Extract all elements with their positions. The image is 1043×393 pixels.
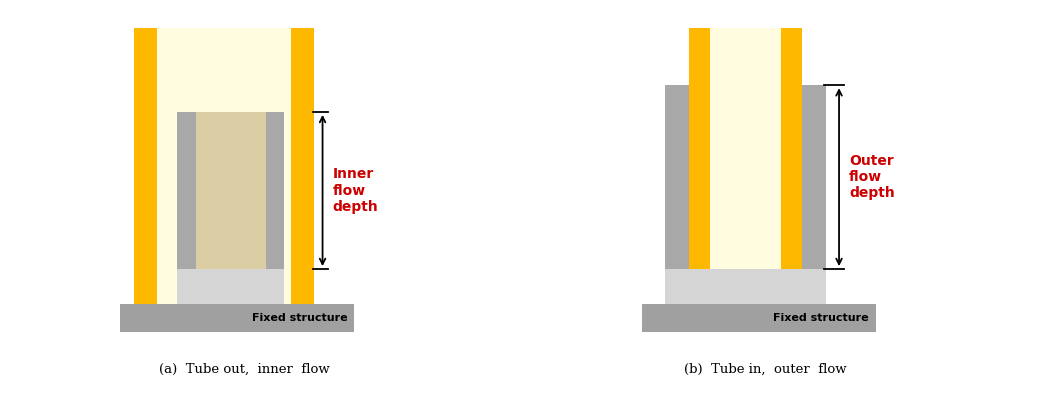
Text: Fixed structure: Fixed structure — [252, 314, 347, 323]
Bar — [134, 29, 157, 304]
Text: (b)  Tube in,  outer  flow: (b) Tube in, outer flow — [684, 362, 847, 376]
Bar — [688, 29, 710, 269]
Bar — [177, 112, 196, 304]
Bar — [177, 269, 284, 304]
Bar — [665, 269, 826, 304]
Bar — [802, 85, 826, 304]
Bar — [120, 304, 355, 332]
Text: (a)  Tube out,  inner  flow: (a) Tube out, inner flow — [159, 362, 330, 376]
Bar — [157, 29, 291, 304]
Bar — [291, 29, 314, 304]
Text: Fixed structure: Fixed structure — [774, 314, 869, 323]
Bar — [641, 304, 876, 332]
Bar — [196, 112, 266, 269]
Bar — [665, 85, 688, 304]
Bar — [688, 85, 802, 269]
Text: Outer
flow
depth: Outer flow depth — [849, 154, 895, 200]
Text: Inner
flow
depth: Inner flow depth — [333, 167, 379, 214]
Bar — [266, 112, 284, 304]
Bar — [780, 29, 802, 269]
Bar — [710, 29, 780, 269]
